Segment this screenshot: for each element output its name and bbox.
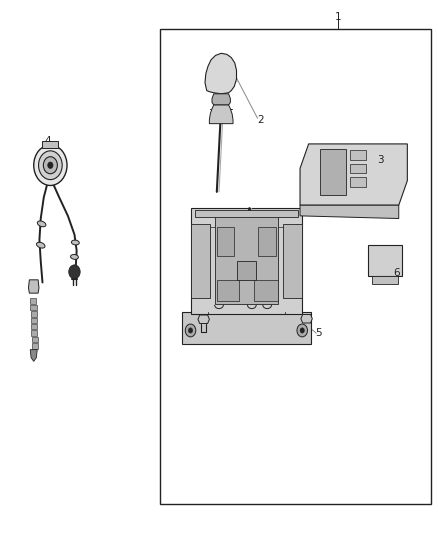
Circle shape bbox=[48, 162, 53, 168]
Bar bbox=[350, 150, 366, 160]
Bar bbox=[237, 261, 256, 280]
Bar bbox=[195, 210, 298, 217]
Polygon shape bbox=[28, 280, 39, 293]
Polygon shape bbox=[301, 314, 312, 323]
Text: 1: 1 bbox=[335, 12, 342, 22]
FancyBboxPatch shape bbox=[368, 245, 402, 276]
Bar bbox=[31, 311, 37, 317]
Bar bbox=[350, 177, 366, 187]
Polygon shape bbox=[300, 205, 399, 219]
Bar bbox=[32, 343, 38, 349]
Polygon shape bbox=[30, 350, 37, 361]
Text: 4: 4 bbox=[45, 136, 52, 146]
Polygon shape bbox=[283, 224, 302, 298]
Circle shape bbox=[297, 324, 307, 337]
Ellipse shape bbox=[71, 240, 79, 245]
Bar bbox=[31, 324, 37, 329]
Circle shape bbox=[34, 145, 67, 185]
Circle shape bbox=[69, 265, 80, 279]
Polygon shape bbox=[212, 94, 230, 105]
Bar bbox=[372, 276, 398, 284]
Bar bbox=[320, 149, 346, 195]
Ellipse shape bbox=[37, 221, 46, 227]
Circle shape bbox=[300, 328, 304, 333]
Ellipse shape bbox=[36, 243, 45, 248]
Bar bbox=[258, 227, 276, 256]
Bar bbox=[42, 141, 58, 148]
Circle shape bbox=[39, 151, 62, 180]
Polygon shape bbox=[182, 312, 311, 344]
Bar bbox=[217, 280, 239, 301]
Text: 3: 3 bbox=[377, 155, 384, 165]
Polygon shape bbox=[191, 224, 210, 298]
Bar bbox=[32, 337, 38, 342]
Bar bbox=[30, 298, 36, 304]
Bar bbox=[31, 318, 37, 323]
Bar bbox=[215, 216, 278, 304]
Polygon shape bbox=[209, 105, 233, 124]
Text: 6: 6 bbox=[393, 268, 400, 278]
Polygon shape bbox=[205, 53, 237, 94]
Bar bbox=[217, 227, 234, 256]
Polygon shape bbox=[191, 208, 302, 314]
Bar bbox=[350, 164, 366, 173]
Bar bbox=[254, 280, 278, 301]
Polygon shape bbox=[300, 144, 407, 205]
Circle shape bbox=[185, 324, 196, 337]
Text: 2: 2 bbox=[257, 115, 264, 125]
Ellipse shape bbox=[71, 254, 78, 260]
Bar bbox=[32, 330, 38, 336]
Polygon shape bbox=[198, 315, 209, 324]
Bar bbox=[31, 305, 36, 310]
Circle shape bbox=[188, 328, 193, 333]
Text: 5: 5 bbox=[315, 328, 322, 338]
Circle shape bbox=[43, 157, 57, 174]
